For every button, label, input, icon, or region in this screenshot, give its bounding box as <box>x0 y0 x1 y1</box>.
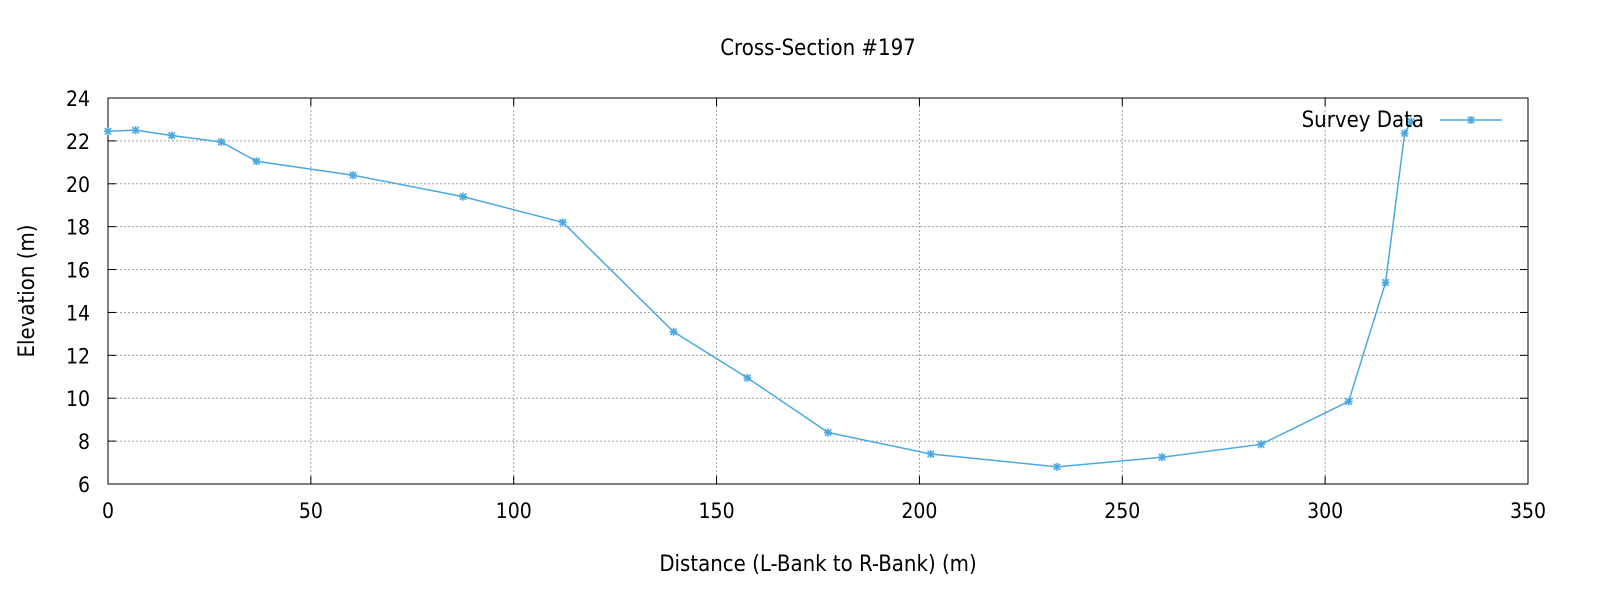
y-tick-label: 10 <box>66 387 90 411</box>
data-point <box>1381 278 1390 287</box>
data-point <box>167 131 176 140</box>
data-point <box>558 218 567 227</box>
x-tick-label: 50 <box>299 499 323 523</box>
legend-label: Survey Data <box>1302 108 1424 133</box>
data-point <box>824 428 833 437</box>
x-tick-label: 100 <box>496 499 532 523</box>
y-tick-label: 12 <box>66 344 90 368</box>
y-axis-label: Elevation (m) <box>15 225 40 358</box>
data-point <box>1257 440 1266 449</box>
y-tick-label: 22 <box>66 130 90 154</box>
data-point <box>1407 117 1416 126</box>
data-point <box>926 449 935 458</box>
y-tick-label: 14 <box>66 301 90 325</box>
y-tick-label: 16 <box>66 259 90 283</box>
x-tick-labels: 0 50 100 150 200 250 300 350 <box>102 499 1546 523</box>
data-point <box>1400 129 1409 138</box>
series-layer <box>104 117 1416 471</box>
data-point <box>669 327 678 336</box>
data-point <box>131 126 140 135</box>
x-tick-label: 0 <box>102 499 114 523</box>
legend-marker <box>1467 116 1475 124</box>
axis-ticks <box>107 97 1529 485</box>
data-point <box>1052 462 1061 471</box>
legend: Survey Data <box>1302 108 1502 133</box>
y-tick-labels: 6 8 10 12 14 16 18 20 22 24 <box>66 87 90 497</box>
x-tick-label: 150 <box>699 499 735 523</box>
data-point <box>1344 397 1353 406</box>
y-tick-label: 18 <box>66 216 90 240</box>
series-line <box>107 121 1412 468</box>
chart-title: Cross-Section #197 <box>720 36 916 61</box>
plot-frame <box>107 97 1529 485</box>
grid <box>108 98 1528 484</box>
x-tick-label: 250 <box>1104 499 1140 523</box>
data-point <box>349 171 358 180</box>
data-point <box>459 192 467 201</box>
x-tick-label: 350 <box>1510 499 1546 523</box>
x-tick-label: 200 <box>901 499 937 523</box>
x-tick-label: 300 <box>1307 499 1343 523</box>
data-point <box>252 157 261 166</box>
data-point <box>217 137 226 146</box>
data-point <box>104 127 112 136</box>
data-point <box>1158 453 1167 462</box>
y-tick-label: 20 <box>66 173 90 197</box>
data-point <box>743 373 752 382</box>
legend-marker-star <box>1467 116 1475 124</box>
x-axis-label: Distance (L-Bank to R-Bank) (m) <box>659 552 976 577</box>
y-tick-label: 24 <box>66 87 90 111</box>
y-tick-label: 6 <box>78 473 90 497</box>
y-tick-label: 8 <box>78 430 90 454</box>
